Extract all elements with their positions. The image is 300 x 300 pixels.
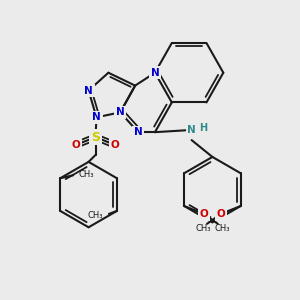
Text: H: H [200, 123, 208, 133]
Text: N: N [84, 85, 93, 96]
Text: O: O [217, 209, 225, 219]
Text: O: O [111, 140, 120, 150]
Text: CH₃: CH₃ [214, 224, 230, 233]
Text: O: O [200, 209, 208, 219]
Text: N: N [151, 68, 159, 78]
Text: N: N [116, 107, 125, 117]
Text: N: N [187, 125, 196, 135]
Text: CH₃: CH₃ [195, 224, 211, 233]
Text: CH₃: CH₃ [88, 212, 103, 220]
Text: N: N [134, 127, 142, 137]
Text: S: S [91, 130, 100, 144]
Text: CH₃: CH₃ [78, 170, 94, 179]
Text: O: O [71, 140, 80, 150]
Text: N: N [92, 112, 101, 122]
